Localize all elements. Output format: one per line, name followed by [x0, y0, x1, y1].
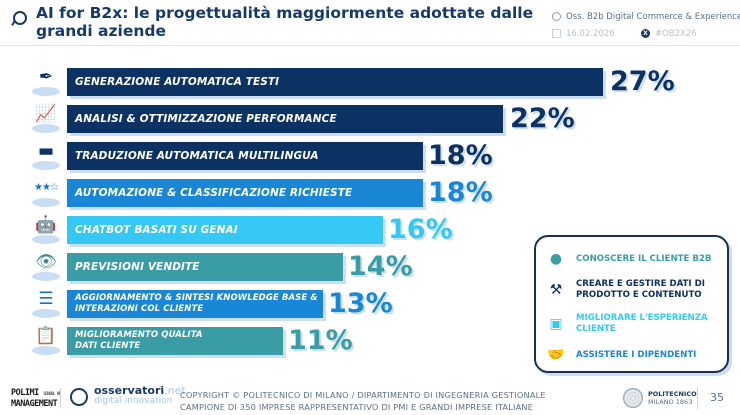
observatory-name: Oss. B2b Digital Commerce & Experience [566, 11, 740, 22]
x-twitter-icon: X [641, 29, 650, 38]
speech-bubble-icon [13, 11, 27, 25]
bar-value: 14% [348, 251, 413, 282]
tools-icon: ⚒ [549, 282, 563, 298]
bar: AUTOMAZIONE & CLASSIFICAZIONE RICHIESTE [67, 179, 423, 207]
database-icon: ☰ [30, 288, 62, 318]
bar-value: 22% [510, 103, 575, 134]
bar-row: ☰ AGGIORNAMENTO & SINTESI KNOWLEDGE BASE… [0, 286, 740, 320]
speech-bubble-icon [552, 12, 561, 21]
bar: MIGLIORAMENTO QUALITA DATI CLIENTE [67, 327, 283, 355]
robot-icon: 🤖 [30, 214, 62, 244]
line-chart-icon: 📈 [30, 103, 62, 133]
bar-row: 👁 PREVISIONI VENDITE 14% [0, 249, 740, 283]
slide-footer: POLIMI SCHOOL OF MANAGEMENT osservatori.… [0, 382, 740, 415]
bar-label: AUTOMAZIONE & CLASSIFICAZIONE RICHIESTE [75, 187, 353, 199]
divider [697, 387, 698, 409]
slide-meta: Oss. B2b Digital Commerce & Experience 1… [552, 8, 740, 42]
star-rating-icon: ★★☆ [30, 177, 62, 207]
osservatori-logo: osservatori.net digital innovation [94, 384, 186, 406]
bar-row: 📋 MIGLIORAMENTO QUALITA DATI CLIENTE 11% [0, 323, 740, 357]
bar-label: TRADUZIONE AUTOMATICA MULTILINGUA [75, 150, 319, 162]
politecnico-logo: POLITECNICO MILANO 1863 [648, 390, 697, 406]
bar-value: 11% [288, 325, 353, 356]
osservatori-logo-icon [70, 388, 88, 406]
legend-label: MIGLIORARE L'ESPERIENZA CLIENTE [576, 313, 708, 334]
monitor-user-icon: ▣ [549, 316, 563, 332]
bar-row: 📈 ANALISI & OTTIMIZZAZIONE PERFORMANCE 2… [0, 101, 740, 135]
bar-label: PREVISIONI VENDITE [75, 261, 200, 273]
bar: PREVISIONI VENDITE [67, 253, 343, 281]
bar-label: ANALISI & OTTIMIZZAZIONE PERFORMANCE [75, 113, 337, 125]
slide-header: AI for B2x: le progettualità maggiorment… [0, 0, 740, 46]
eye-icon: 👁 [30, 251, 62, 281]
legend-label: CREARE E GESTIRE DATI DI PRODOTTO E CONT… [576, 279, 705, 300]
divider [60, 388, 61, 408]
legend-item: ▣ MIGLIORARE L'ESPERIENZA CLIENTE [546, 313, 716, 335]
chat-translate-icon: ▬ [30, 140, 62, 170]
bar-value: 18% [428, 140, 493, 171]
bar: CHATBOT BASATI SU GENAI [67, 216, 383, 244]
slide-title: AI for B2x: le progettualità maggiorment… [36, 4, 534, 40]
bar-value: 27% [610, 66, 675, 97]
clipboard-checklist-icon: 📋 [30, 325, 62, 355]
legend-item: ● CONOSCERE IL CLIENTE B2B [546, 249, 712, 269]
bar-value: 13% [328, 288, 393, 319]
copyright-text: COPYRIGHT © POLITECNICO DI MILANO / DIPA… [180, 390, 546, 412]
bar-value: 18% [428, 177, 493, 208]
calendar-icon [552, 29, 561, 38]
bar-row: ▬ TRADUZIONE AUTOMATICA MULTILINGUA 18% [0, 138, 740, 172]
page-number: 35 [710, 391, 724, 404]
politecnico-seal-icon [623, 388, 643, 408]
quill-icon: ✒ [30, 66, 62, 96]
legend-label: CONOSCERE IL CLIENTE B2B [576, 253, 712, 264]
bar-label: MIGLIORAMENTO QUALITA DATI CLIENTE [75, 330, 203, 351]
bar: GENERAZIONE AUTOMATICA TESTI [67, 68, 603, 96]
bar-row: 🤖 CHATBOT BASATI SU GENAI 16% [0, 212, 740, 246]
bar-label: GENERAZIONE AUTOMATICA TESTI [75, 76, 280, 88]
bar: AGGIORNAMENTO & SINTESI KNOWLEDGE BASE &… [67, 290, 323, 318]
handshake-icon: 🤝 [547, 347, 565, 363]
bar: ANALISI & OTTIMIZZAZIONE PERFORMANCE [67, 105, 503, 133]
hashtag: #OB2X26 [655, 28, 697, 39]
legend-label: ASSISTERE I DIPENDENTI [576, 349, 697, 360]
bar: TRADUZIONE AUTOMATICA MULTILINGUA [67, 142, 423, 170]
head-brain-icon: ● [549, 251, 563, 267]
bar-row: ★★☆ AUTOMAZIONE & CLASSIFICAZIONE RICHIE… [0, 175, 740, 209]
legend: ● CONOSCERE IL CLIENTE B2B ⚒ CREARE E GE… [534, 235, 729, 373]
bar-row: ✒ GENERAZIONE AUTOMATICA TESTI 27% [0, 64, 740, 98]
legend-item: ⚒ CREARE E GESTIRE DATI DI PRODOTTO E CO… [546, 279, 716, 301]
bar-value: 16% [388, 214, 453, 245]
bar-label: CHATBOT BASATI SU GENAI [75, 224, 238, 236]
legend-item: 🤝 ASSISTERE I DIPENDENTI [546, 345, 696, 365]
bar-label: AGGIORNAMENTO & SINTESI KNOWLEDGE BASE &… [75, 293, 318, 314]
polimi-logo: POLIMI SCHOOL OF MANAGEMENT [11, 388, 61, 409]
slide-date: 16.02.2026 [566, 28, 615, 39]
